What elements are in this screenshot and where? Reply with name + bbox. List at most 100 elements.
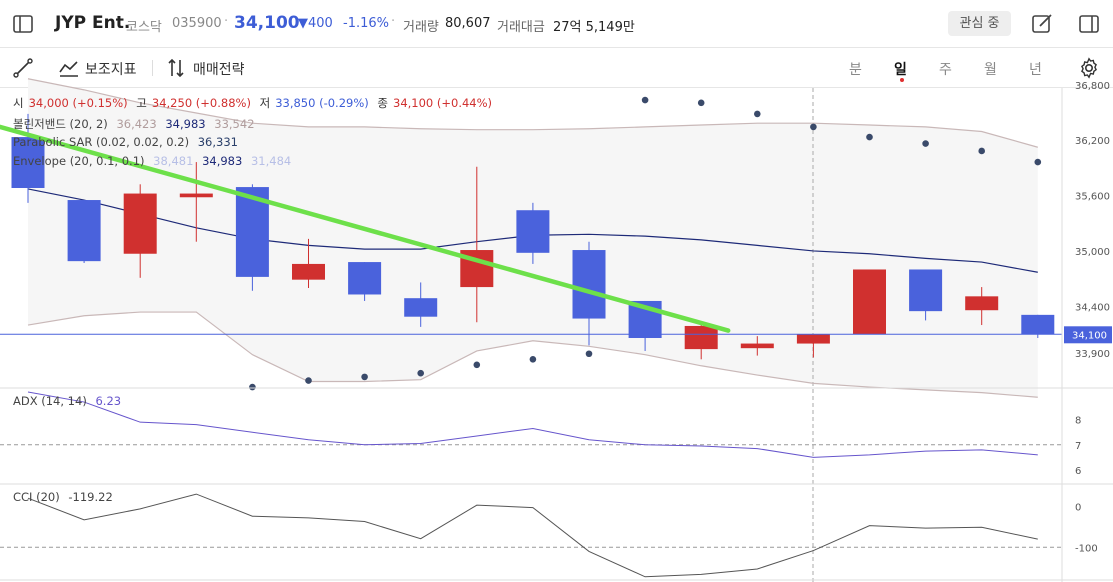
bollinger-label: 볼린저밴드 (20, 2) xyxy=(13,117,108,131)
period-tab-year[interactable]: 년 xyxy=(1029,62,1042,78)
bollinger-lower: 33,542 xyxy=(214,117,255,131)
envelope-legend: Envelope (20, 0.1, 0.1) 38,481 34,983 31… xyxy=(13,154,296,168)
sar-dot xyxy=(922,140,929,147)
candle-body xyxy=(572,250,606,319)
open-label: 시 xyxy=(13,96,24,110)
sar-label: Parabolic SAR (0.02, 0.02, 0.2) xyxy=(13,135,190,149)
edit-icon[interactable] xyxy=(1030,12,1054,36)
price-tick-label: 36,800 xyxy=(1075,81,1110,92)
adx-line xyxy=(27,391,1038,458)
sar-dot xyxy=(810,123,817,131)
candle-body xyxy=(67,200,101,262)
candle xyxy=(516,202,550,264)
bollinger-lower-line xyxy=(27,311,1038,398)
panel-toggle-icon[interactable] xyxy=(1077,12,1101,36)
adx-label: ADX (14, 14) xyxy=(13,394,87,408)
amount-label: 거래대금 xyxy=(497,20,545,35)
candle-body xyxy=(684,325,718,350)
watchlist-button[interactable]: 관심 중 xyxy=(948,11,1011,36)
candle-body xyxy=(853,269,886,335)
bollinger-upper-line xyxy=(27,78,1038,148)
current-price-tag xyxy=(1064,326,1112,344)
high-label: 고 xyxy=(136,96,147,110)
candle-body xyxy=(796,334,830,344)
low-label: 저 xyxy=(259,96,271,110)
bollinger-middle: 34,983 xyxy=(165,117,206,131)
candle-body xyxy=(179,193,213,198)
chart-toolbar: 보조지표 매매전략 분 일 주 월 년 xyxy=(0,48,1113,88)
sar-dot xyxy=(361,373,368,381)
price-change-percent: -1.16% xyxy=(343,16,389,31)
buy-sell-icon[interactable] xyxy=(165,56,189,80)
adx-tick-label: 8 xyxy=(1075,416,1081,427)
adx-legend: ADX (14, 14) 6.23 xyxy=(13,394,126,408)
close-label: 종 xyxy=(377,96,388,110)
candle xyxy=(179,162,213,242)
current-price-tag-label: 34,100 xyxy=(1072,330,1107,341)
sar-dot xyxy=(978,147,985,155)
separator-dot: · xyxy=(224,14,229,29)
sar-value: 36,331 xyxy=(197,135,238,149)
period-tab-week[interactable]: 주 xyxy=(939,62,952,78)
candle-body xyxy=(909,269,943,312)
sar-dot xyxy=(305,377,312,384)
adx-value: 6.23 xyxy=(95,394,122,408)
amount-value: 27억 5,149만 xyxy=(553,20,635,35)
stock-code: 035900 xyxy=(172,16,222,31)
candle-body xyxy=(1021,314,1055,335)
candle xyxy=(909,269,943,321)
candle-body xyxy=(965,296,999,311)
sar-dot xyxy=(641,96,649,104)
current-price: 34,100 xyxy=(234,13,300,33)
cci-legend: CCI (20) -119.22 xyxy=(13,490,118,504)
strategy-button[interactable]: 매매전략 xyxy=(193,62,245,78)
sar-legend: Parabolic SAR (0.02, 0.02, 0.2) 36,331 xyxy=(13,135,243,149)
candle xyxy=(796,334,830,358)
adx-tick-label: 6 xyxy=(1075,466,1081,477)
indicator-icon[interactable] xyxy=(57,56,81,80)
stock-header: JYP Ent. 코스닥 035900 · 34,100 ▼400 -1.16%… xyxy=(0,0,1113,48)
indicator-button[interactable]: 보조지표 xyxy=(85,62,137,78)
draw-line-icon[interactable] xyxy=(11,56,35,80)
settings-gear-icon[interactable] xyxy=(1077,56,1101,80)
high-value: 34,250 (+0.88%) xyxy=(151,96,251,110)
envelope-upper: 38,481 xyxy=(153,154,194,168)
sar-dot xyxy=(754,110,761,118)
separator-dot: · xyxy=(391,14,396,29)
candle-body xyxy=(348,262,382,295)
cci-label: CCI (20) xyxy=(13,490,60,504)
candle-body xyxy=(740,343,774,349)
candle xyxy=(292,238,325,288)
candle-body xyxy=(404,298,438,317)
price-tick-label: 36,200 xyxy=(1075,136,1110,147)
candle xyxy=(853,269,886,335)
ohlc-legend: 시 34,000 (+0.15%) 고 34,250 (+0.88%) 저 33,85… xyxy=(13,95,497,111)
sar-dot xyxy=(529,355,537,363)
candle-body xyxy=(516,210,550,253)
cci-line xyxy=(27,493,1038,578)
candle xyxy=(123,184,157,278)
sar-dot xyxy=(1034,158,1042,166)
period-tab-minute[interactable]: 분 xyxy=(849,62,862,78)
sar-dot xyxy=(473,361,481,369)
candle xyxy=(572,241,606,346)
candlestick-pane: 36,200 35,600 35,000 34,400 33,900 36,800 34,1… xyxy=(0,78,1112,582)
candle xyxy=(348,262,382,301)
candle xyxy=(740,336,774,356)
volume-value: 80,607 xyxy=(445,16,491,31)
volume-label: 거래량 xyxy=(403,20,439,35)
period-tab-month[interactable]: 월 xyxy=(984,62,997,78)
period-tab-day[interactable]: 일 xyxy=(894,62,907,78)
adx-tick-label: 7 xyxy=(1075,441,1081,452)
cci-tick-label: -100 xyxy=(1075,543,1098,554)
candle xyxy=(11,113,45,203)
market-name: 코스닥 xyxy=(126,20,162,35)
bollinger-legend: 볼린저밴드 (20, 2) 36,423 34,983 33,542 xyxy=(13,116,260,132)
price-tick-label: 35,600 xyxy=(1075,191,1110,202)
active-period-indicator xyxy=(900,78,904,82)
envelope-lower: 31,484 xyxy=(250,154,292,168)
candle-body xyxy=(292,263,325,280)
sidebar-toggle-icon[interactable] xyxy=(11,12,35,36)
toolbar-divider xyxy=(152,60,153,76)
